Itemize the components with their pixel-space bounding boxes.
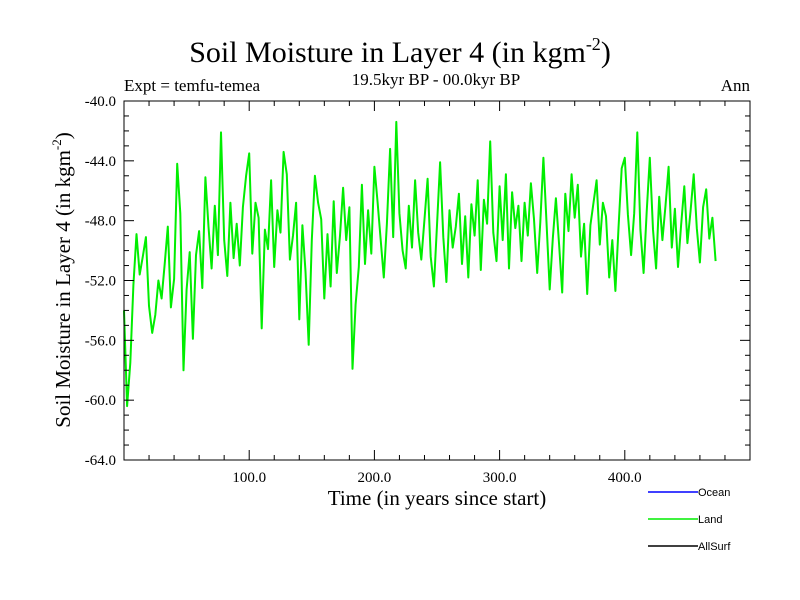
legend-label-land: Land: [698, 514, 722, 526]
chart-title-main: Soil Moisture in Layer 4 (in kgm: [189, 36, 586, 69]
x-ticks: 100.0 200.0 300.0 400.0: [148, 101, 726, 486]
y-tick-label: -48.0: [85, 214, 116, 230]
chart-title-sup: -2: [586, 34, 601, 54]
x-axis-label: Time (in years since start): [328, 486, 547, 510]
legend-label-ocean: Ocean: [698, 487, 730, 499]
season-label: Ann: [721, 76, 751, 95]
chart-title: Soil Moisture in Layer 4 (in kgm-2): [189, 34, 611, 69]
data-line-land: [123, 120, 717, 408]
plot-frame: [123, 100, 751, 461]
y-tick-label: -56.0: [85, 333, 116, 349]
y-ticks: -40.0 -44.0 -48.0 -52.0 -56.0 -60.0 -64.0: [85, 94, 750, 469]
chart-subtitle: 19.5kyr BP - 00.0kyr BP: [352, 70, 520, 89]
y-tick-label: -52.0: [85, 274, 116, 290]
x-tick-label: 400.0: [608, 470, 642, 486]
legend: Ocean Land AllSurf: [648, 487, 731, 553]
y-tick-label: -40.0: [85, 94, 116, 110]
x-tick-label: 200.0: [358, 470, 392, 486]
expt-label: Expt = temfu-temea: [124, 76, 261, 95]
y-tick-label: -44.0: [85, 154, 116, 170]
legend-label-allsurf: AllSurf: [698, 541, 731, 553]
y-axis-label: Soil Moisture in Layer 4 (in kgm-2): [49, 132, 75, 427]
y-tick-label: -60.0: [85, 393, 116, 409]
x-tick-label: 100.0: [232, 470, 266, 486]
y-axis-label-sup: -2: [49, 139, 64, 150]
chart-title-end: ): [601, 36, 611, 69]
x-tick-label: 300.0: [483, 470, 517, 486]
y-axis-label-end: ): [51, 132, 75, 139]
y-axis-label-main: Soil Moisture in Layer 4 (in kgm: [51, 150, 75, 428]
y-tick-label: -64.0: [85, 453, 116, 469]
